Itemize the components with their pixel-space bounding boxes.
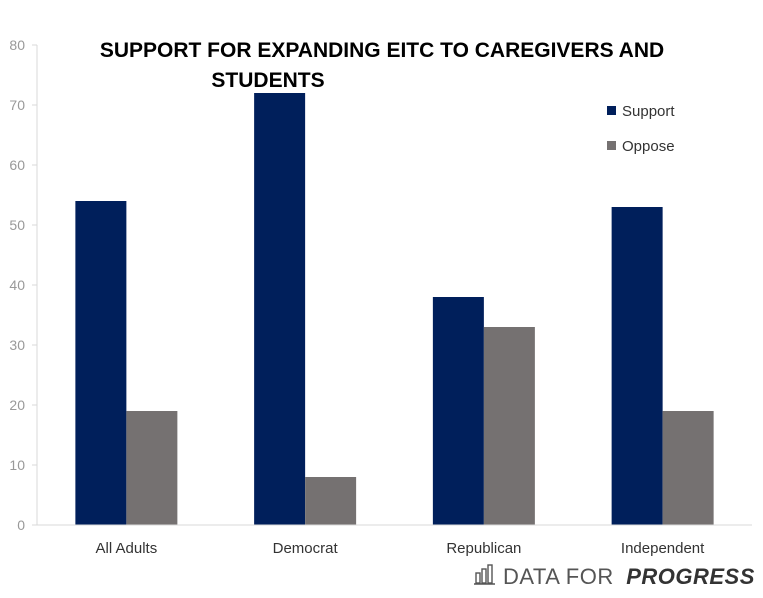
legend-label-support: Support (622, 103, 675, 120)
brand-wordmark: DATA FOR PROGRESS (503, 564, 755, 589)
x-category-label: All Adults (96, 540, 158, 557)
bar-support-republican (432, 297, 484, 525)
bar-oppose-independent (662, 411, 714, 525)
bar-oppose-all-adults (126, 411, 178, 525)
bar-oppose-democrat (305, 477, 357, 525)
bars (75, 93, 714, 525)
brand-text-strong: PROGRESS (626, 564, 755, 589)
legend-swatch-support (607, 106, 616, 115)
bar-oppose-republican (483, 327, 535, 525)
y-tick-label: 20 (9, 397, 25, 413)
x-category-label: Democrat (273, 540, 339, 557)
legend-label-oppose: Oppose (622, 138, 675, 155)
y-tick-label: 70 (9, 97, 25, 113)
bar-support-all-adults (75, 201, 127, 525)
y-tick-label: 80 (9, 37, 25, 53)
x-category-label: Independent (621, 540, 705, 557)
brand-text-regular: DATA FOR (503, 564, 614, 589)
x-axis: All Adults Democrat Republican Independent (37, 524, 752, 557)
y-tick-label: 10 (9, 457, 25, 473)
bar-support-independent (611, 207, 663, 525)
y-tick-label: 50 (9, 217, 25, 233)
legend-swatch-oppose (607, 141, 616, 150)
bar-chart-icon (474, 564, 495, 585)
y-tick-label: 40 (9, 277, 25, 293)
y-tick-label: 0 (17, 517, 25, 533)
legend: Support Oppose (607, 103, 675, 155)
chart-title-line-2: STUDENTS (211, 69, 324, 92)
bar-support-democrat (254, 93, 306, 525)
branding: DATA FOR PROGRESS (474, 564, 755, 589)
chart-title-line-1: SUPPORT FOR EXPANDING EITC TO CAREGIVERS… (100, 39, 664, 62)
y-tick-label: 60 (9, 157, 25, 173)
x-category-label: Republican (446, 540, 521, 557)
y-tick-label: 30 (9, 337, 25, 353)
y-axis: 0 10 20 30 40 50 60 70 80 (9, 37, 38, 533)
